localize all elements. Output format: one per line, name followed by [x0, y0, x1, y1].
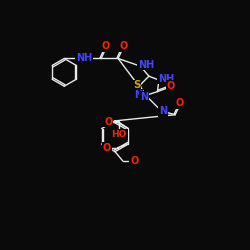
Text: O: O: [166, 81, 174, 91]
Text: NH: NH: [138, 60, 154, 70]
Text: NH: NH: [76, 54, 92, 64]
Text: N: N: [134, 90, 142, 100]
Text: NH: NH: [158, 74, 174, 84]
Text: O: O: [176, 98, 184, 108]
Text: HO: HO: [112, 130, 127, 139]
Text: S: S: [133, 80, 140, 90]
Text: O: O: [104, 117, 112, 127]
Text: N: N: [159, 106, 167, 116]
Text: O: O: [102, 41, 110, 51]
Text: O: O: [103, 143, 111, 153]
Text: O: O: [120, 41, 128, 51]
Text: O: O: [130, 156, 138, 166]
Text: N: N: [140, 92, 148, 102]
